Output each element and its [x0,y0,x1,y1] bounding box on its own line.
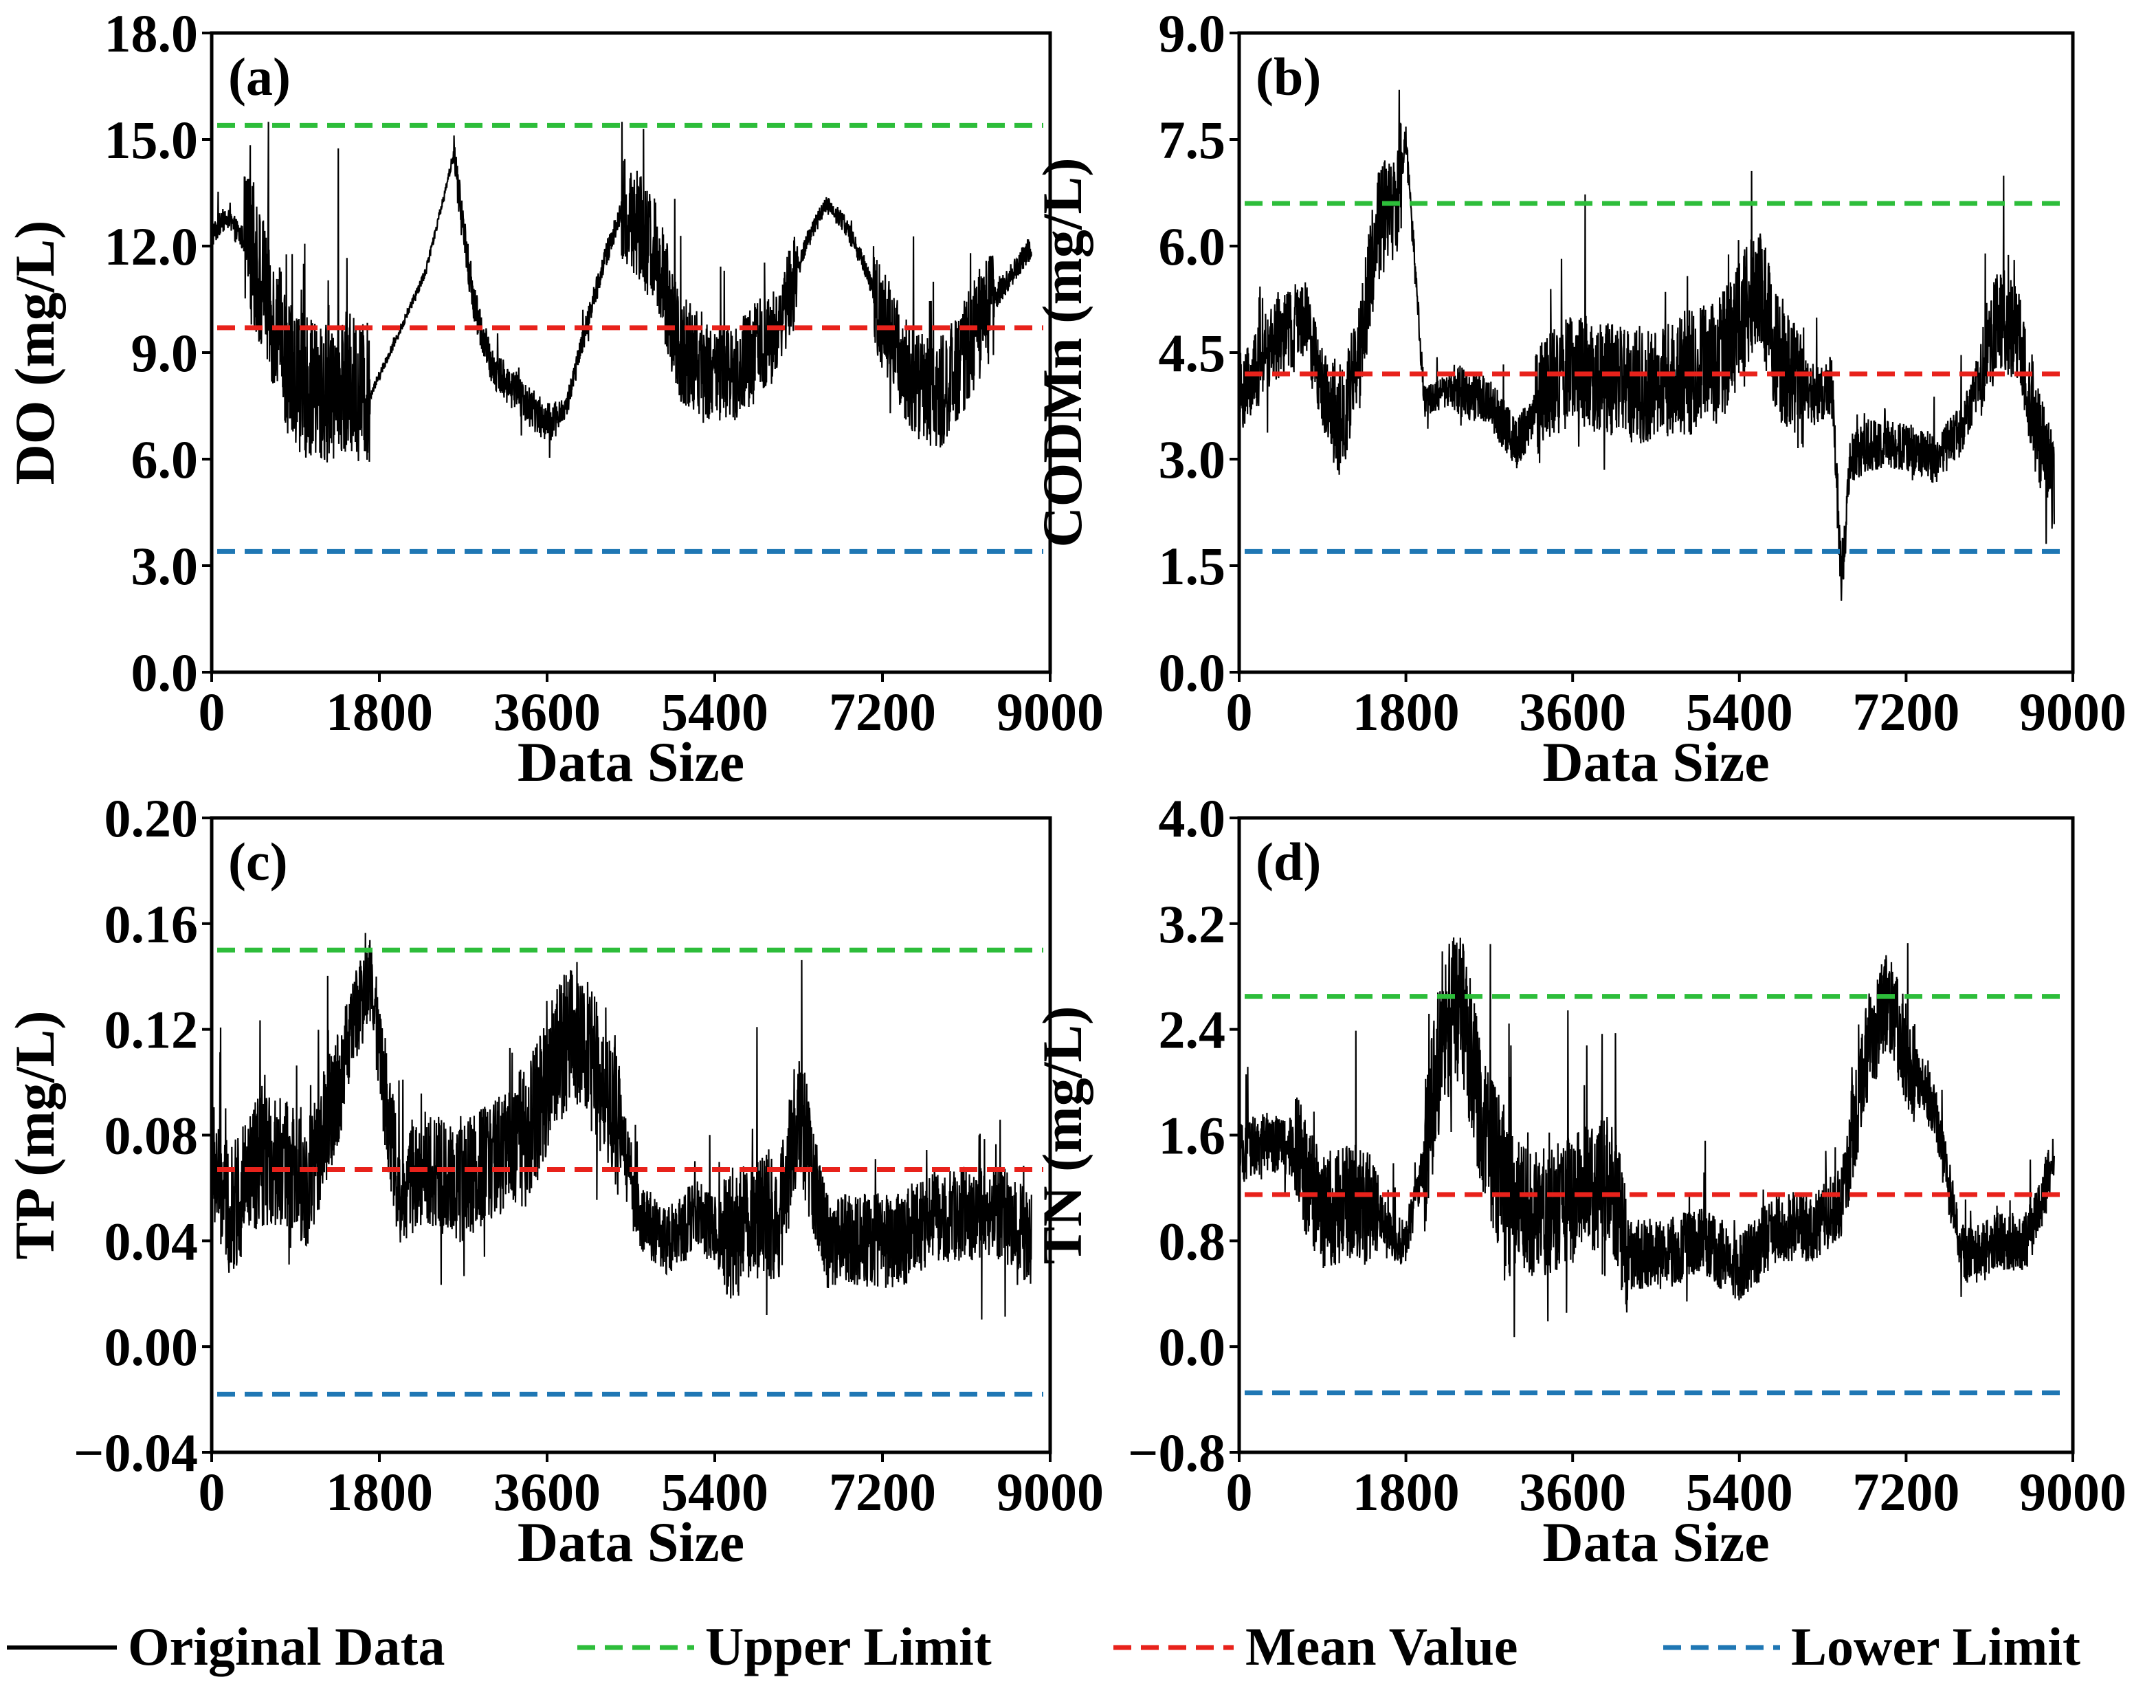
x-tick-label: 1800 [1353,682,1460,742]
x-tick-label: 7200 [829,682,936,742]
legend-upper-label: Upper Limit [705,1617,992,1676]
chart-panel-d: 0 1800 3600 5400 7200 9000 −0.8 0.0 0.8 1.6 2.4 3.2… [1031,788,2126,1573]
y-tick-label: 4.0 [1159,788,1226,848]
panel-tag: (b) [1256,47,1321,107]
y-tick-label: 12.0 [104,217,199,276]
x-tick-label: 3600 [1519,1462,1626,1522]
x-tick-label: 7200 [829,1462,936,1522]
y-tick-label: 0.08 [104,1106,199,1166]
y-axis-label: TP (mg/L) [3,1010,66,1259]
y-tick-label: 2.4 [1159,1000,1226,1060]
y-axis-label: DO (mg/L) [3,221,66,485]
panel-tag: (d) [1256,832,1321,891]
original-data-line [1239,89,2055,601]
y-tick-label: 7.5 [1159,110,1226,170]
x-tick-label: 5400 [1686,682,1793,742]
y-tick-label: 0.04 [104,1211,199,1271]
y-tick-label: 9.0 [1159,3,1226,63]
panel-tag: (a) [228,47,291,107]
x-tick-label: 5400 [661,1462,768,1522]
y-tick-label: 0.8 [1159,1211,1226,1271]
y-tick-label: 1.5 [1159,536,1226,596]
x-axis-label: Data Size [518,731,744,793]
y-tick-label: 6.0 [131,430,199,489]
original-data-line [212,933,1032,1320]
panel-tag: (c) [228,832,288,891]
y-tick-label: 4.5 [1159,323,1226,383]
legend-mean-label: Mean Value [1245,1617,1518,1676]
y-tick-label: 9.0 [131,323,199,383]
x-tick-label: 1800 [326,1462,433,1522]
y-tick-label: 0.12 [104,1000,199,1060]
y-tick-label: 6.0 [1159,217,1226,276]
y-tick-label: 1.6 [1159,1106,1226,1166]
x-tick-label: 1800 [1353,1462,1460,1522]
x-tick-label: 7200 [1852,1462,1959,1522]
x-tick-label: 3600 [1519,682,1626,742]
original-data-line [212,122,1032,463]
legend-lower-label: Lower Limit [1791,1617,2080,1676]
y-tick-label: 0.16 [104,894,199,954]
x-tick-label: 0 [199,682,225,742]
x-tick-label: 5400 [1686,1462,1793,1522]
x-tick-label: 9000 [997,682,1104,742]
x-tick-label: 9000 [2019,682,2126,742]
y-tick-label: −0.8 [1128,1423,1225,1483]
chart-panel-c: 0 1800 3600 5400 7200 9000 −0.04 0.00 0.04 0.08 0.… [3,788,1104,1573]
legend-original-label: Original Data [128,1617,445,1676]
plot-frame [1237,816,2075,1454]
y-tick-label: 18.0 [104,3,199,63]
x-axis-label: Data Size [518,1511,744,1573]
y-tick-label: 0.0 [131,643,199,702]
y-tick-label: 0.0 [1159,1317,1226,1377]
x-axis-label: Data Size [1542,731,1769,793]
legend: Original Data Upper Limit Mean Value Low… [7,1617,2080,1676]
y-tick-label: 0.00 [104,1317,199,1377]
x-tick-label: 9000 [997,1462,1104,1522]
x-tick-label: 5400 [661,682,768,742]
y-tick-label: −0.04 [74,1423,198,1483]
y-tick-label: 0.20 [104,788,199,848]
x-tick-label: 0 [1226,1462,1253,1522]
x-tick-label: 3600 [493,1462,601,1522]
x-tick-label: 1800 [326,682,433,742]
x-axis-label: Data Size [1542,1511,1769,1573]
y-tick-label: 15.0 [104,110,199,170]
original-data-line [1239,937,2055,1338]
panels: 0 1800 3600 5400 7200 9000 0.0 3.0 6.0 9.0 12.0 15.… [3,3,2126,1573]
x-tick-label: 7200 [1852,682,1959,742]
y-tick-label: 0.0 [1159,643,1226,702]
y-axis-label: TN (mg/L) [1031,1006,1093,1265]
x-tick-label: 0 [1226,682,1253,742]
x-tick-label: 9000 [2019,1462,2126,1522]
y-tick-label: 3.0 [131,536,199,596]
y-tick-label: 3.2 [1159,894,1226,954]
x-tick-label: 3600 [493,682,601,742]
x-tick-label: 0 [199,1462,225,1522]
y-tick-label: 3.0 [1159,430,1226,489]
y-axis-label: CODMn (mg/L) [1031,157,1093,547]
chart-panel-b: 0 1800 3600 5400 7200 9000 0.0 1.5 3.0 4.5 6.0 7.5 9… [1031,3,2126,793]
chart-panel-a: 0 1800 3600 5400 7200 9000 0.0 3.0 6.0 9.0 12.0 15.… [3,3,1104,793]
